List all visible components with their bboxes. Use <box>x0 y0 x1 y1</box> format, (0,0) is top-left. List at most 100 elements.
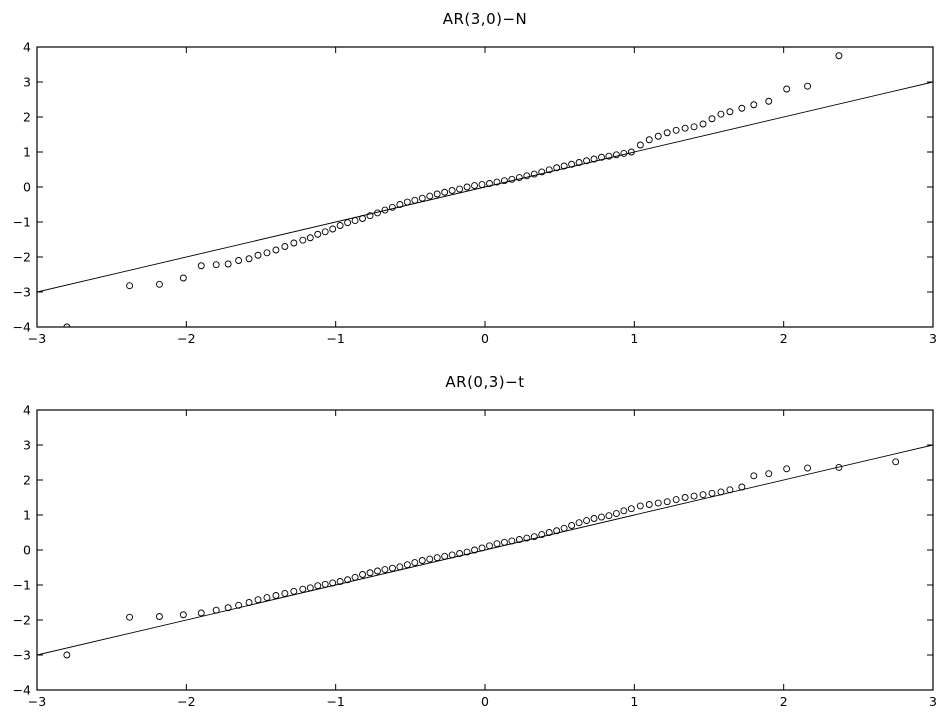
data-point <box>63 651 71 659</box>
data-point <box>272 592 280 599</box>
data-point <box>699 120 707 128</box>
data-point <box>418 557 426 564</box>
data-point <box>892 458 900 466</box>
data-point <box>553 527 561 535</box>
chart-title: AR(0,3)−t <box>445 373 524 391</box>
data-point <box>197 609 205 617</box>
data-point <box>263 249 271 257</box>
data-point <box>538 168 546 176</box>
x-tick-label: 3 <box>929 694 937 709</box>
data-point <box>560 524 568 532</box>
data-point <box>553 164 561 172</box>
data-point <box>835 463 843 471</box>
data-point <box>321 580 329 588</box>
data-point <box>620 149 628 157</box>
data-point <box>515 174 523 182</box>
data-point <box>321 228 329 236</box>
y-tick-label: −1 <box>13 578 31 593</box>
data-point <box>314 582 322 590</box>
x-tick-label: −3 <box>28 331 46 346</box>
data-point <box>598 153 605 161</box>
data-point <box>835 52 843 60</box>
data-point <box>717 110 725 118</box>
data-point <box>672 126 680 134</box>
data-point <box>508 175 516 183</box>
x-tick-label: 1 <box>630 331 638 346</box>
data-point <box>351 573 359 581</box>
data-point <box>281 243 289 250</box>
data-point <box>179 611 187 619</box>
data-point <box>433 190 441 198</box>
y-tick-label: −1 <box>13 215 31 230</box>
data-point <box>804 464 812 472</box>
data-point <box>290 239 298 247</box>
data-point <box>329 225 337 233</box>
data-point <box>179 274 187 282</box>
data-point <box>448 187 456 194</box>
data-point <box>717 488 725 496</box>
data-point <box>708 489 716 497</box>
data-point <box>441 552 449 560</box>
data-point <box>388 564 396 572</box>
data-point <box>263 594 271 602</box>
data-point <box>612 510 620 518</box>
y-tick-label: −3 <box>13 285 31 300</box>
data-point <box>381 566 389 574</box>
x-tick-label: −1 <box>326 694 344 709</box>
data-point <box>750 101 758 109</box>
data-point <box>690 123 698 131</box>
data-point <box>245 599 253 606</box>
x-tick-label: 3 <box>929 331 937 346</box>
data-point <box>344 219 352 227</box>
data-point <box>411 196 419 204</box>
data-point <box>690 492 698 500</box>
reference-line <box>37 81 933 293</box>
data-point <box>654 499 662 507</box>
data-point <box>463 548 471 556</box>
data-point <box>583 157 590 165</box>
data-point <box>530 533 538 541</box>
data-point <box>254 596 262 604</box>
data-point <box>396 563 404 571</box>
data-point <box>433 554 441 562</box>
data-point <box>672 496 680 504</box>
data-point <box>299 585 307 593</box>
data-point <box>627 148 635 156</box>
data-point <box>426 555 434 563</box>
data-point <box>575 519 583 527</box>
reference-line <box>37 444 933 656</box>
data-point <box>411 559 419 567</box>
data-point <box>290 587 298 595</box>
data-point <box>538 531 546 539</box>
data-point <box>500 177 508 185</box>
data-point <box>388 203 396 211</box>
data-point <box>726 486 734 494</box>
data-point <box>299 236 307 244</box>
data-point <box>126 282 134 290</box>
data-point <box>212 261 220 269</box>
data-point <box>329 579 337 587</box>
data-point <box>463 183 471 191</box>
x-tick-label: 2 <box>780 694 788 709</box>
data-point <box>235 257 243 264</box>
y-tick-label: 0 <box>23 180 31 195</box>
x-tick-label: −3 <box>28 694 46 709</box>
data-point <box>224 604 232 612</box>
data-point <box>663 129 671 137</box>
x-tick-label: −1 <box>326 331 344 346</box>
data-point <box>568 522 576 529</box>
data-point <box>359 571 366 578</box>
x-tick-label: 2 <box>780 331 788 346</box>
y-tick-label: 4 <box>23 403 31 418</box>
y-tick-label: 2 <box>23 473 31 488</box>
data-point <box>590 155 598 163</box>
data-point <box>456 550 464 557</box>
data-point <box>63 323 71 327</box>
data-point <box>654 132 662 140</box>
data-point <box>515 536 523 543</box>
data-point <box>605 152 613 160</box>
data-point <box>366 569 374 577</box>
data-point <box>344 576 352 584</box>
